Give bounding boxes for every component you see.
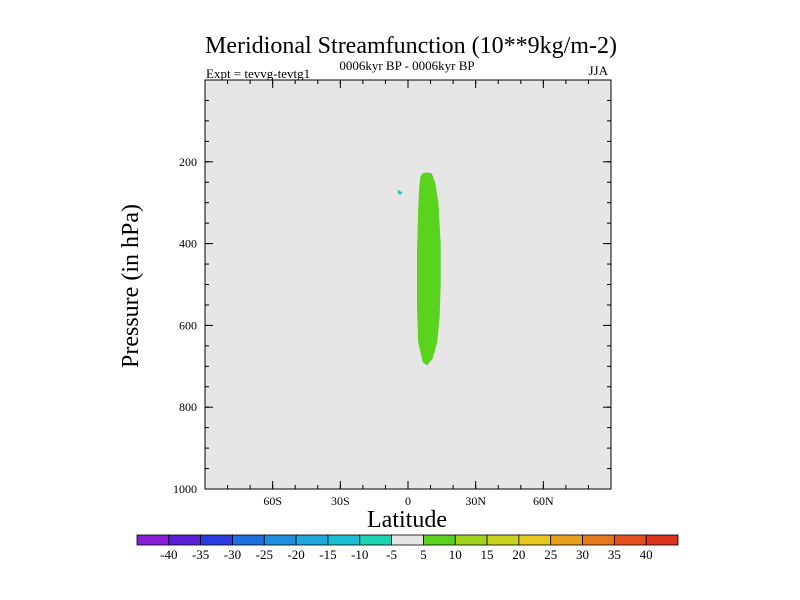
- colorbar-swatch: [518, 534, 552, 546]
- colorbar-swatch: [550, 534, 583, 546]
- colorbar-label: 35: [608, 547, 621, 562]
- colorbar-swatch: [645, 534, 679, 546]
- colorbar-swatch: [168, 534, 202, 546]
- colorbar-label: -10: [351, 547, 368, 562]
- plot-area: [205, 80, 611, 489]
- colorbar-label: -20: [287, 547, 304, 562]
- colorbar: -40 -35 -30 -25 -20 -15 -10 -5 5 10 15 20 25 30 35 40: [136, 534, 679, 562]
- plot-background: [205, 80, 611, 489]
- colorbar-swatch: [232, 534, 265, 546]
- colorbar-swatch: [486, 534, 520, 546]
- colorbar-label: -15: [319, 547, 336, 562]
- colorbar-swatch: [423, 534, 456, 546]
- colorbar-swatch: [391, 534, 424, 546]
- colorbar-swatch: [613, 534, 647, 546]
- season-label: JJA: [588, 63, 608, 78]
- x-tick-label: 30N: [465, 494, 486, 508]
- colorbar-swatch: [295, 534, 329, 546]
- colorbar-swatch: [136, 534, 170, 546]
- chart-title: Meridional Streamfunction (10**9kg/m-2): [205, 33, 617, 59]
- contour-fill-negative-blip: [397, 189, 403, 196]
- colorbar-swatch: [582, 534, 615, 546]
- experiment-label: Expt = tevvg-tevtg1: [206, 66, 310, 81]
- colorbar-label: 10: [449, 547, 462, 562]
- x-tick-label: 60S: [263, 494, 282, 508]
- contour-fill-positive-cell-5-10: [417, 172, 441, 366]
- colorbar-swatch: [454, 534, 488, 546]
- x-axis-label: Latitude: [367, 507, 447, 533]
- colorbar-swatch: [359, 534, 392, 546]
- x-tick-label: 30S: [331, 494, 350, 508]
- y-tick-label: 800: [179, 400, 197, 414]
- colorbar-label: 15: [481, 547, 494, 562]
- y-tick-label: 400: [179, 237, 197, 251]
- colorbar-label: 40: [640, 547, 653, 562]
- axes: 60S 30S 0 30N 60N 200 400 600 800 1000: [173, 79, 612, 508]
- colorbar-label: -35: [192, 547, 209, 562]
- colorbar-label: -5: [386, 547, 397, 562]
- y-tick-label: 600: [179, 318, 197, 332]
- colorbar-label: 25: [544, 547, 557, 562]
- colorbar-label: -40: [160, 547, 177, 562]
- colorbar-swatch: [263, 534, 297, 546]
- y-tick-label: 200: [179, 155, 197, 169]
- colorbar-swatch: [200, 534, 233, 546]
- colorbar-label: -25: [256, 547, 273, 562]
- x-tick-label: 60N: [533, 494, 554, 508]
- colorbar-label: -30: [224, 547, 241, 562]
- colorbar-label: 30: [576, 547, 589, 562]
- colorbar-label: 5: [420, 547, 427, 562]
- y-tick-label: 1000: [173, 482, 197, 496]
- chart-subtitle: 0006kyr BP - 0006kyr BP: [339, 58, 474, 73]
- x-tick-label: 0: [405, 494, 411, 508]
- colorbar-label: 20: [512, 547, 525, 562]
- colorbar-swatch: [327, 534, 361, 546]
- y-axis-label: Pressure (in hPa): [118, 204, 144, 368]
